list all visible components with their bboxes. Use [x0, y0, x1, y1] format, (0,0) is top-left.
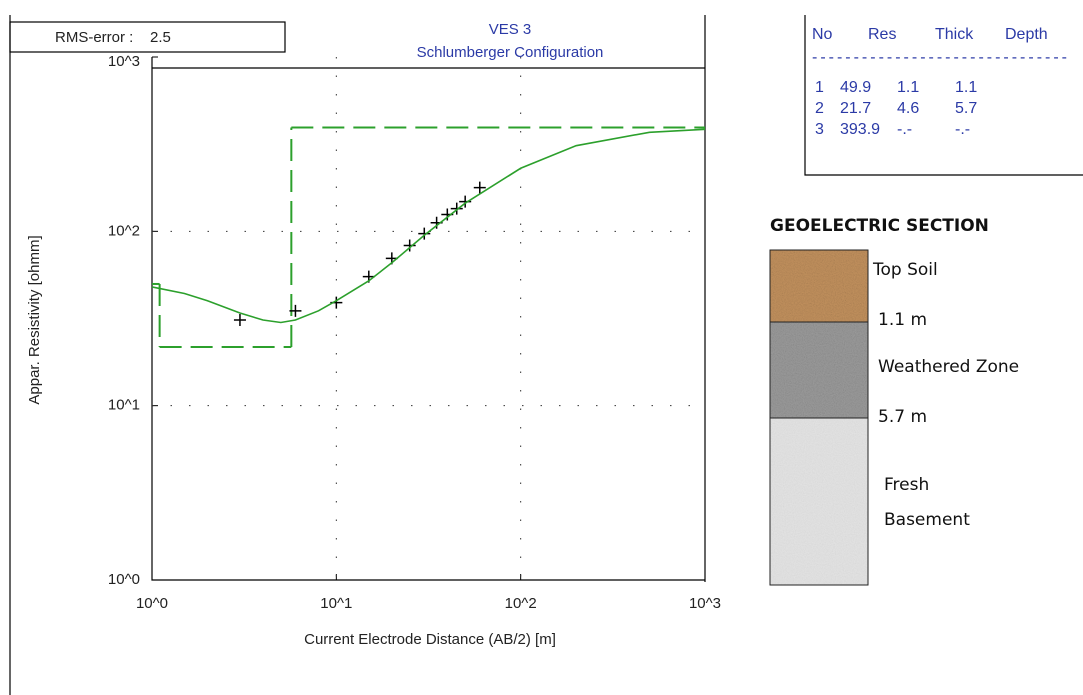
observed-point: [450, 202, 463, 215]
depth-label: 5.7 m: [878, 407, 927, 427]
table-cell: 393.9: [840, 121, 880, 138]
layer-outline: [769, 417, 869, 586]
section-title: GEOELECTRIC SECTION: [770, 216, 989, 236]
y-tick-label: 10^1: [108, 397, 140, 414]
table-rule: -------------------------------: [812, 49, 1067, 66]
table-box: [804, 15, 1083, 176]
table-cell: 3: [815, 121, 824, 138]
layer-texture: [770, 418, 868, 585]
layer-label: Fresh: [884, 475, 929, 495]
table-cell: 4.6: [897, 100, 919, 117]
x-tick-label: 10^1: [320, 595, 352, 612]
table-cell: 1.1: [955, 79, 977, 96]
observed-point: [289, 304, 302, 317]
layer-texture: [770, 250, 868, 322]
table-header: No: [812, 26, 833, 43]
layer-table: No Res Thick Depth -------------------------…: [812, 26, 1067, 138]
observed-point: [403, 239, 416, 252]
chart-title: VES 3: [489, 21, 532, 38]
table-cell: -.-: [897, 121, 912, 138]
table-cell: 21.7: [840, 100, 871, 117]
observed-point: [418, 227, 431, 240]
observed-point: [473, 181, 486, 194]
chart-subtitle: Schlumberger Configuration: [417, 44, 604, 61]
rms-label: RMS-error :: [55, 29, 133, 46]
rms-box: [9, 21, 286, 53]
table-cell: 1.1: [897, 79, 919, 96]
table-cell: 49.9: [840, 79, 871, 96]
table-header: Thick: [935, 26, 974, 43]
table-cell: 1: [815, 79, 824, 96]
plot: 10^0 10^1 10^2 10^3 10^0 10^1 10^2 10^3: [108, 53, 721, 612]
depth-label: 1.1 m: [878, 310, 927, 330]
table-cell: -.-: [955, 121, 970, 138]
table-cell: 5.7: [955, 100, 977, 117]
table-cell: 2: [815, 100, 824, 117]
geoelectric-section: Top Soil Weathered Zone Fresh Basement 1.1 m…: [769, 249, 1019, 586]
layer-label: Basement: [884, 510, 970, 530]
x-axis-label: Current Electrode Distance (AB/2) [m]: [304, 631, 556, 648]
y-axis-label: Appar. Resistivity [ohmm]: [26, 235, 43, 404]
layer-label: Top Soil: [872, 260, 938, 280]
rms-value: 2.5: [150, 29, 171, 46]
y-tick-label: 10^3: [108, 53, 140, 70]
observed-point: [459, 195, 472, 208]
layer-texture: [770, 322, 868, 418]
model-curve: [151, 128, 706, 324]
x-tick-label: 10^3: [689, 595, 721, 612]
observed-point: [233, 314, 246, 327]
table-header: Depth: [1005, 26, 1048, 43]
x-tick-label: 10^0: [136, 595, 168, 612]
axis-frame: [151, 57, 705, 581]
y-tick-label: 10^0: [108, 571, 140, 588]
x-tick-label: 10^2: [505, 595, 537, 612]
y-tick-label: 10^2: [108, 222, 140, 239]
layer-label: Weathered Zone: [878, 357, 1019, 377]
table-header: Res: [868, 26, 896, 43]
